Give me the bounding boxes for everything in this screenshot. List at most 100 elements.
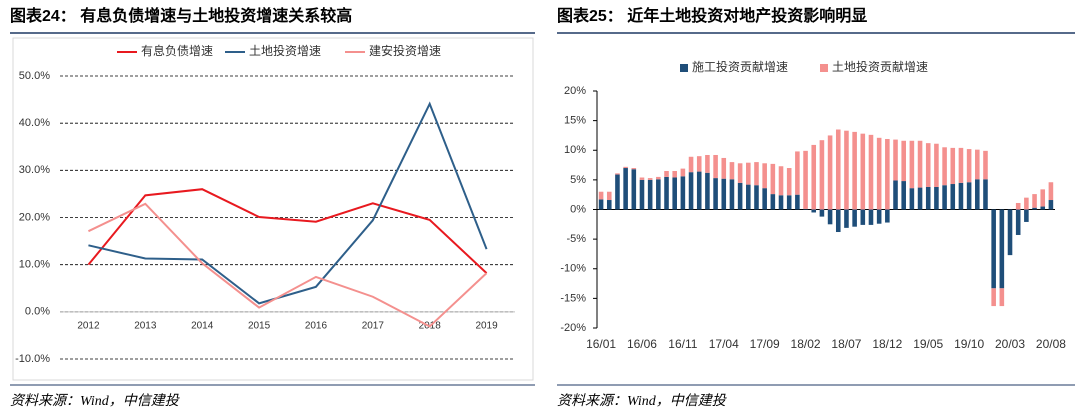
bar-segment xyxy=(606,200,612,210)
bar-segment xyxy=(786,168,792,196)
bar-segment xyxy=(623,166,628,169)
bar-segment xyxy=(950,147,956,185)
bar-segment xyxy=(680,168,686,177)
y-tick-label: 10.0% xyxy=(19,259,50,271)
bar-segment xyxy=(754,162,759,186)
bar-segment xyxy=(598,191,604,200)
bar-segment xyxy=(827,209,833,225)
x-tick-label: 2013 xyxy=(134,320,157,331)
bar-segment xyxy=(1032,207,1037,210)
y-tick-label: -20% xyxy=(560,322,586,334)
bar-segment xyxy=(713,178,718,210)
bar-segment xyxy=(1040,189,1046,207)
y-tick-label: 30.0% xyxy=(19,164,50,176)
bar-segment xyxy=(901,181,906,210)
x-tick-label: 2017 xyxy=(362,320,385,331)
y-tick-label: -15% xyxy=(560,292,586,304)
bar-segment xyxy=(729,179,735,210)
x-tick-label: 17/09 xyxy=(750,337,780,351)
bar-segment xyxy=(925,186,931,210)
x-tick-label: 2014 xyxy=(191,320,214,331)
bar-segment xyxy=(934,186,939,210)
bar-segment xyxy=(1024,197,1029,210)
bar-segment xyxy=(917,187,923,210)
y-tick-label: 20.0% xyxy=(19,211,50,223)
y-tick-label: 50.0% xyxy=(19,70,50,82)
bar-segment xyxy=(852,209,857,227)
bar-segment xyxy=(1007,209,1013,256)
bar-segment xyxy=(901,140,906,182)
bar-segment xyxy=(623,168,628,210)
bar-segment xyxy=(860,209,866,225)
bar-segment xyxy=(885,138,890,210)
x-tick-label: 2015 xyxy=(248,320,271,331)
x-tick-label: 18/07 xyxy=(831,337,861,351)
bar-segment xyxy=(705,172,710,210)
bar-segment xyxy=(876,209,882,224)
bar-segment xyxy=(598,199,604,210)
bar-segment xyxy=(983,179,988,210)
legend-label: 有息负债增速 xyxy=(141,43,213,58)
bar-segment xyxy=(615,173,620,175)
bar-segment xyxy=(762,163,767,189)
bar-segment xyxy=(631,168,637,170)
bar-segment xyxy=(770,163,776,195)
bar-segment xyxy=(639,177,645,180)
bar-segment xyxy=(664,176,669,210)
bar-segment xyxy=(917,140,923,188)
bar-segment xyxy=(852,131,857,210)
x-tick-label: 16/01 xyxy=(586,337,616,351)
bar-segment xyxy=(1024,209,1029,222)
bar-segment xyxy=(975,179,980,210)
bar-segment xyxy=(1048,182,1054,201)
bar-segment xyxy=(664,170,669,177)
y-tick-label: 20% xyxy=(564,85,586,97)
bar-segment xyxy=(778,195,784,210)
bar-segment xyxy=(786,195,792,210)
bar-segment xyxy=(746,184,751,210)
bar-segment xyxy=(705,154,710,173)
x-tick-label: 20/03 xyxy=(995,337,1025,351)
bar-segment xyxy=(876,137,882,210)
bar-segment xyxy=(999,209,1005,289)
bar-segment xyxy=(754,185,759,210)
bar-segment xyxy=(844,209,849,228)
bar-segment xyxy=(1015,209,1021,235)
bar-segment xyxy=(672,170,677,178)
bar-segment xyxy=(713,154,718,179)
legend-label: 建安投资增速 xyxy=(369,43,441,58)
y-tick-label: 0.0% xyxy=(25,306,50,318)
bar-segment xyxy=(795,194,800,210)
y-tick-label: 15% xyxy=(564,115,586,127)
bar-segment xyxy=(991,288,996,307)
legend-label: 施工投资贡献增速 xyxy=(692,59,788,74)
bar-segment xyxy=(1048,200,1054,210)
chart-title: 图表25： 近年土地投资对地产投资影响明显 xyxy=(557,6,867,25)
bar-segment xyxy=(811,209,817,213)
legend-swatch xyxy=(680,64,688,72)
y-tick-label: -10.0% xyxy=(15,353,50,365)
bar-segment xyxy=(1015,202,1021,210)
bar-segment xyxy=(639,179,645,210)
bar-segment xyxy=(966,182,972,210)
legend-label: 土地投资增速 xyxy=(249,43,321,58)
chart-frame xyxy=(12,37,534,381)
bar-segment xyxy=(893,180,898,210)
bar-segment xyxy=(844,130,849,210)
x-tick-label: 17/04 xyxy=(709,337,739,351)
bar-segment xyxy=(966,149,972,183)
bar-segment xyxy=(721,157,727,179)
bar-segment xyxy=(868,209,874,225)
x-tick-label: 20/08 xyxy=(1036,337,1066,351)
y-tick-label: 5% xyxy=(570,174,586,186)
bar-segment xyxy=(696,171,702,210)
x-tick-label: 2012 xyxy=(77,320,100,331)
bar-segment xyxy=(672,177,677,210)
bar-segment xyxy=(909,140,915,189)
y-tick-label: 10% xyxy=(564,144,586,156)
bar-segment xyxy=(925,143,931,187)
source-note: 资料来源：Wind，中信建投 xyxy=(557,393,728,409)
bar-segment xyxy=(868,134,874,210)
